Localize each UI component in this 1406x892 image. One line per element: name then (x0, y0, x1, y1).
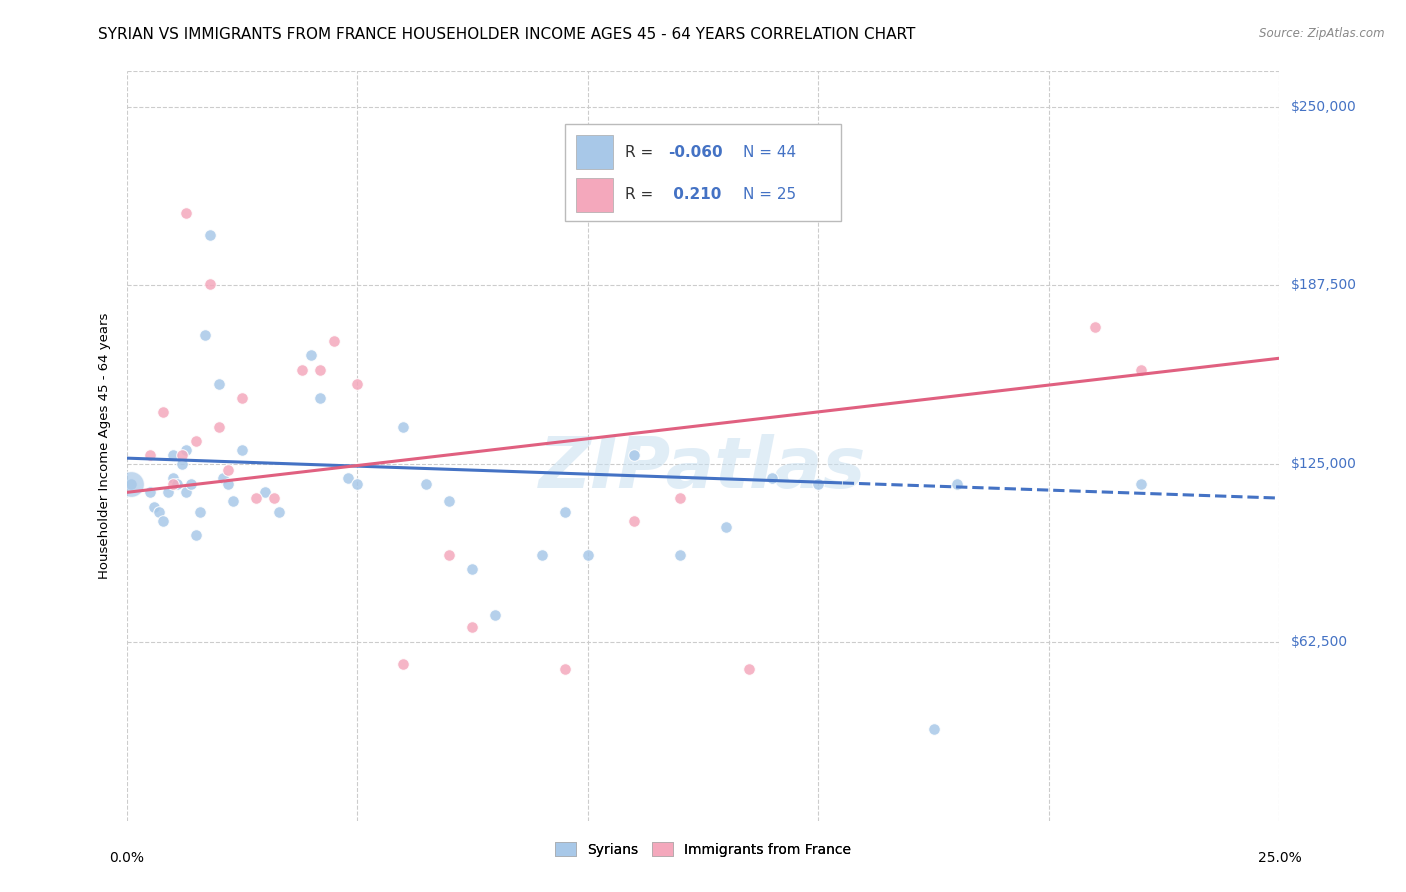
Text: R =: R = (624, 187, 658, 202)
Point (576, 548, 599, 562)
Point (143, 500, 166, 514)
Point (461, 619, 484, 633)
Text: $62,500: $62,500 (1291, 635, 1348, 649)
Point (309, 391, 332, 405)
FancyBboxPatch shape (576, 136, 613, 169)
Point (120, 476, 142, 491)
Point (807, 476, 830, 491)
Point (415, 476, 437, 491)
Text: N = 44: N = 44 (744, 145, 796, 160)
Point (217, 462, 239, 476)
Point (138, 485, 160, 500)
Point (194, 328, 217, 343)
Y-axis label: Householder Income Ages 45 - 64 years: Householder Income Ages 45 - 64 years (97, 313, 111, 579)
Point (162, 476, 184, 491)
Point (1084, 319, 1107, 334)
Text: 0.0%: 0.0% (110, 851, 143, 865)
Point (152, 405, 174, 419)
Point (176, 485, 198, 500)
Point (221, 494, 243, 508)
Point (157, 485, 180, 500)
Point (180, 476, 202, 491)
Point (738, 662, 761, 676)
Point (170, 457, 193, 471)
Point (309, 362, 332, 376)
Point (208, 419, 231, 434)
Text: SYRIAN VS IMMIGRANTS FROM FRANCE HOUSEHOLDER INCOME AGES 45 - 64 YEARS CORRELATI: SYRIAN VS IMMIGRANTS FROM FRANCE HOUSEHO… (98, 27, 915, 42)
Point (461, 562, 484, 576)
Text: ZIPatlas: ZIPatlas (540, 434, 866, 503)
Point (945, 476, 967, 491)
Point (346, 476, 368, 491)
Point (669, 548, 692, 562)
Point (669, 491, 692, 505)
Point (176, 442, 198, 457)
Point (184, 434, 207, 448)
Point (217, 476, 239, 491)
Point (323, 334, 346, 348)
Text: Source: ZipAtlas.com: Source: ZipAtlas.com (1260, 27, 1385, 40)
Point (148, 505, 170, 519)
Point (263, 491, 285, 505)
Point (176, 205, 198, 219)
Point (714, 519, 737, 533)
Point (245, 491, 267, 505)
Point (120, 476, 142, 491)
Point (439, 548, 461, 562)
Point (138, 448, 160, 462)
Text: R =: R = (624, 145, 658, 160)
Point (484, 608, 506, 623)
Text: $250,000: $250,000 (1291, 100, 1357, 114)
Text: -0.060: -0.060 (668, 145, 723, 160)
Point (152, 514, 174, 528)
Point (392, 419, 415, 434)
Point (554, 505, 576, 519)
Point (530, 548, 553, 562)
Point (184, 528, 207, 542)
Point (291, 362, 314, 376)
Text: $187,500: $187,500 (1291, 278, 1357, 293)
Point (267, 505, 290, 519)
Point (208, 376, 231, 391)
Point (439, 494, 461, 508)
Point (170, 448, 193, 462)
Point (336, 471, 359, 485)
Point (1130, 362, 1153, 376)
Point (162, 448, 184, 462)
Point (231, 442, 253, 457)
Point (162, 471, 184, 485)
Point (922, 723, 945, 737)
Text: N = 25: N = 25 (744, 187, 796, 202)
Point (198, 228, 221, 243)
Point (623, 448, 645, 462)
Point (253, 485, 276, 500)
Text: 25.0%: 25.0% (1257, 851, 1302, 865)
Text: 0.210: 0.210 (668, 187, 721, 202)
Text: $125,000: $125,000 (1291, 457, 1357, 471)
Point (761, 471, 783, 485)
Point (299, 348, 322, 362)
Point (231, 391, 253, 405)
Point (212, 471, 235, 485)
Legend: Syrians, Immigrants from France: Syrians, Immigrants from France (550, 837, 856, 863)
FancyBboxPatch shape (576, 178, 613, 211)
Point (346, 376, 368, 391)
Point (623, 514, 645, 528)
Point (392, 657, 415, 671)
Point (188, 505, 211, 519)
FancyBboxPatch shape (565, 124, 841, 221)
Point (554, 662, 576, 676)
Point (166, 476, 188, 491)
Point (198, 277, 221, 291)
Point (1130, 476, 1153, 491)
